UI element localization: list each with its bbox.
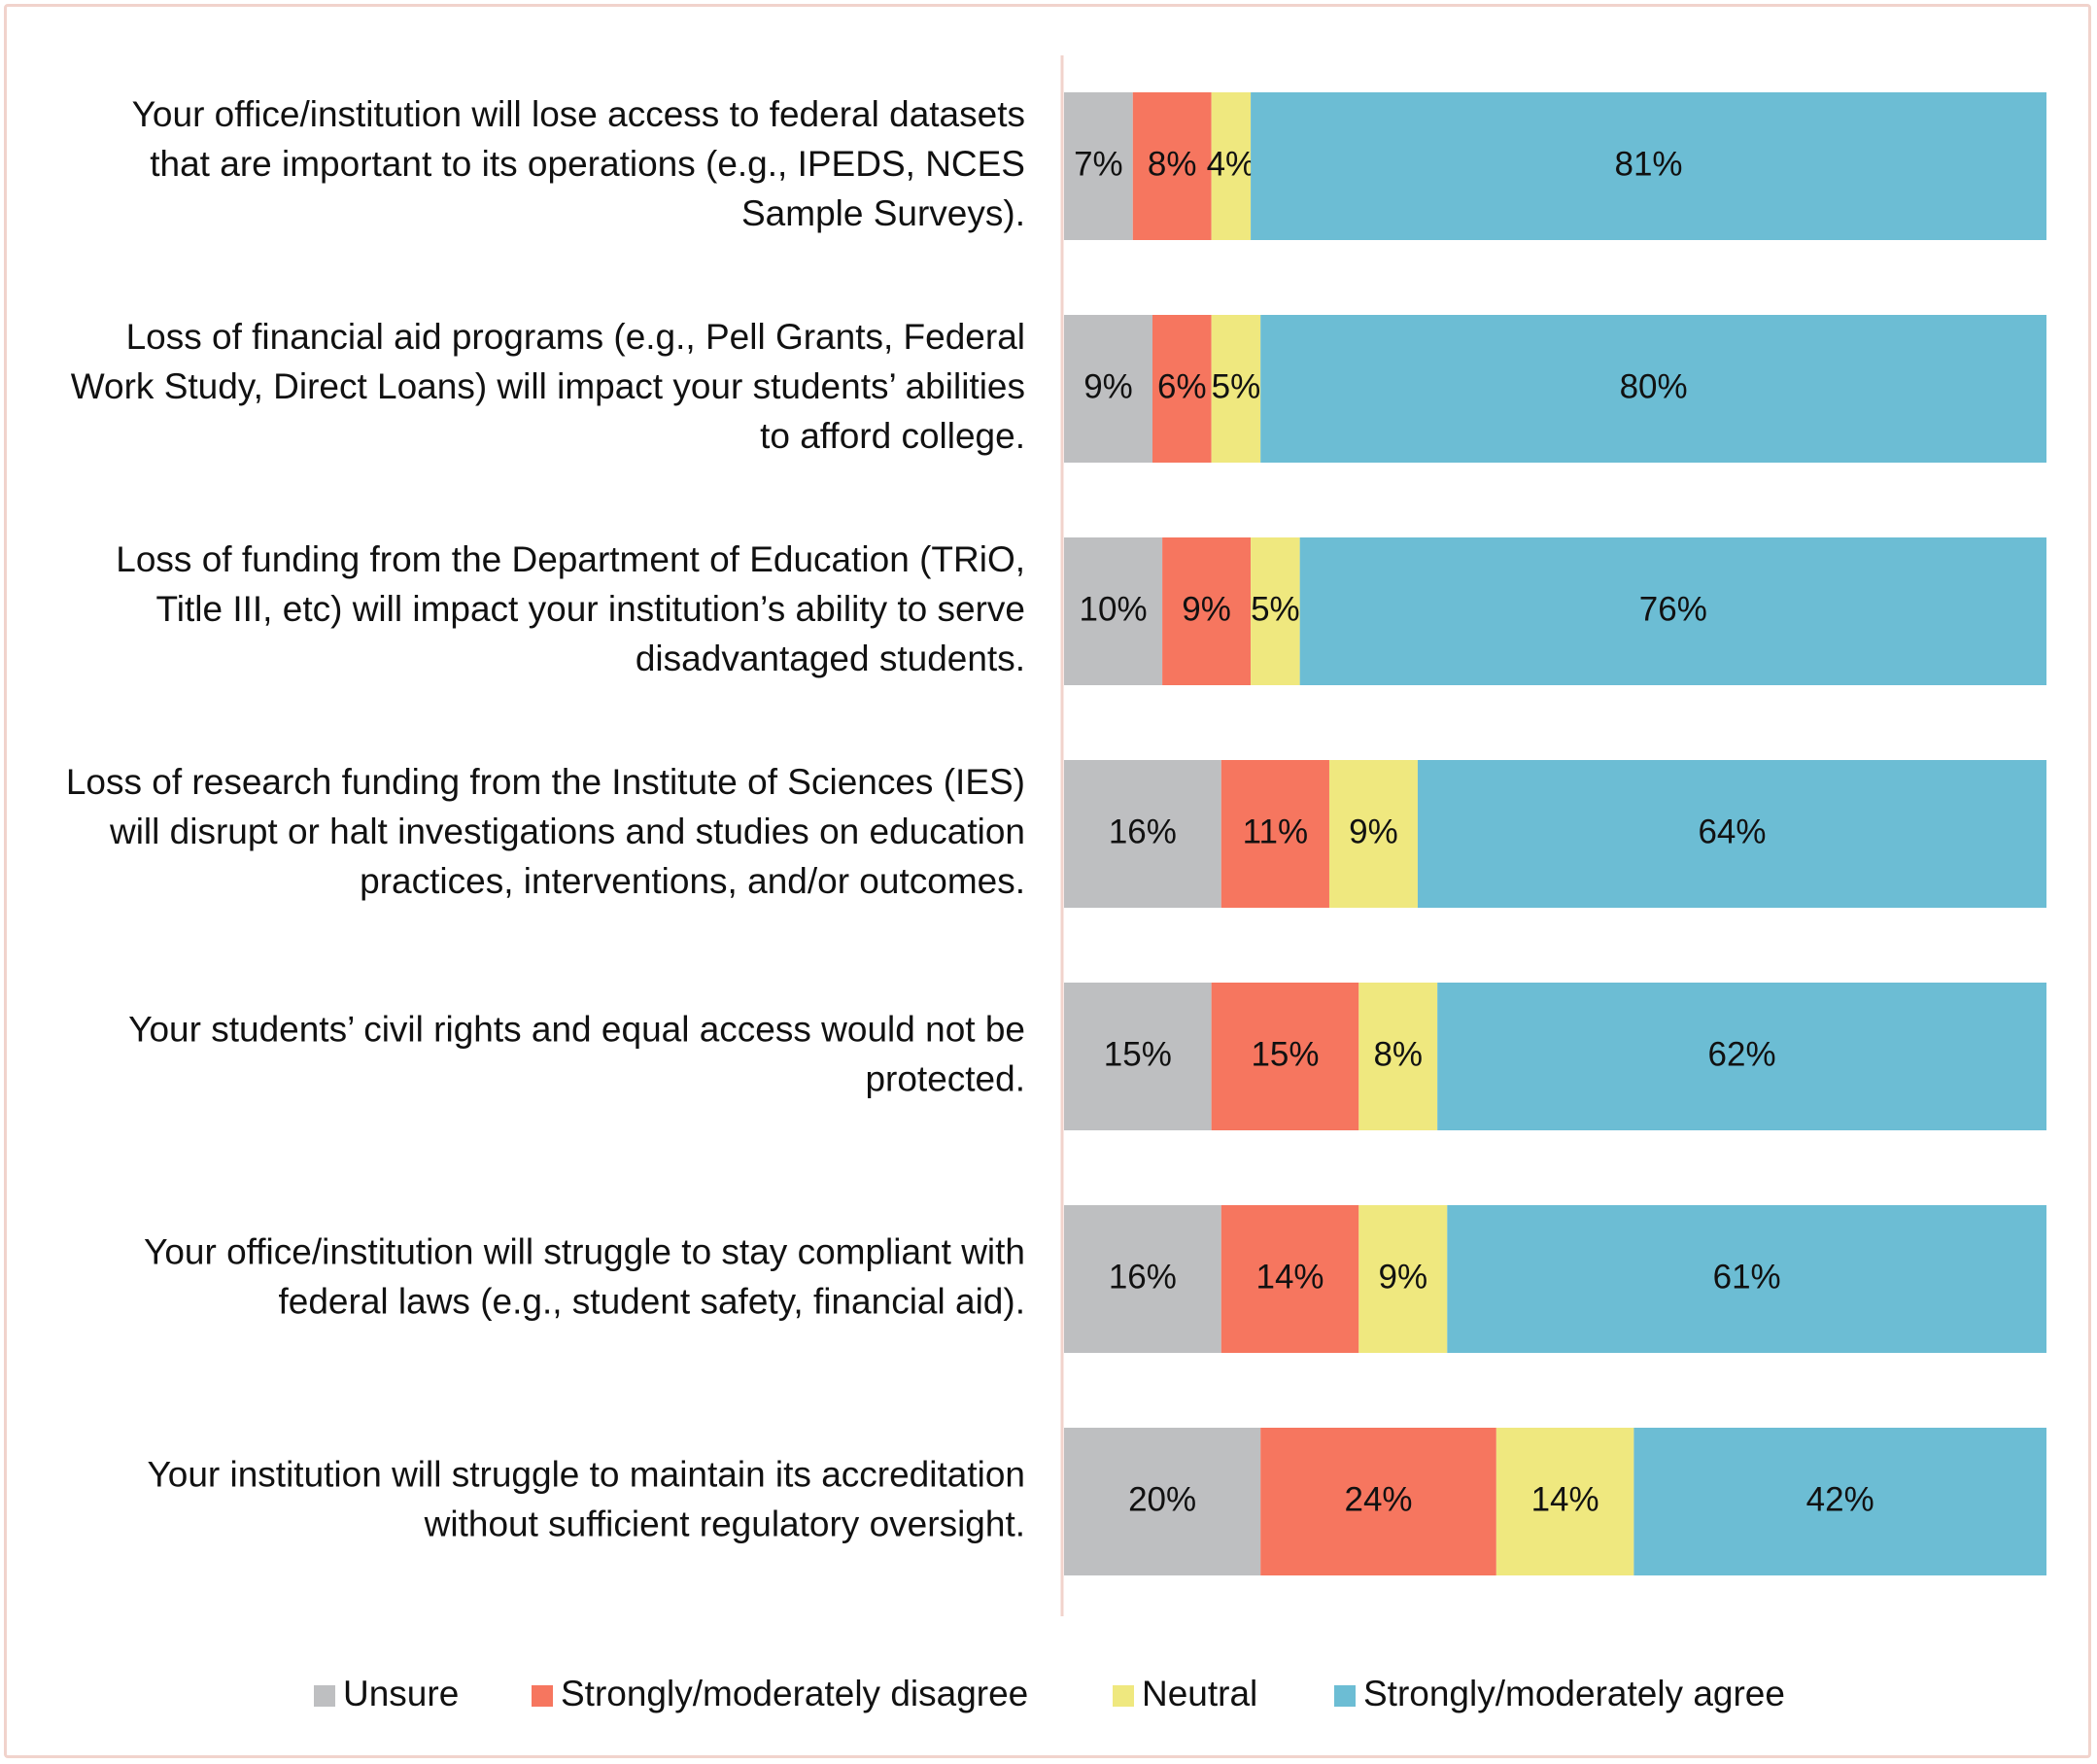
data-label-strongly-moderately-agree: 64% <box>1698 813 1766 850</box>
data-label-unsure: 16% <box>1109 813 1177 850</box>
data-label-strongly-moderately-agree: 80% <box>1620 367 1688 405</box>
category-label-line: Your students’ civil rights and equal ac… <box>128 1009 1025 1049</box>
category-label-line: Loss of financial aid programs (e.g., Pe… <box>126 317 1025 357</box>
data-label-unsure: 9% <box>1083 367 1133 405</box>
bar-segment-unsure <box>1064 92 1133 240</box>
data-label-neutral: 5% <box>1212 367 1261 405</box>
category-label: Loss of research funding from the Instit… <box>66 762 1025 901</box>
category-label-line: federal laws (e.g., student safety, fina… <box>279 1281 1026 1321</box>
data-label-neutral: 4% <box>1207 145 1256 183</box>
data-label-strongly-moderately-disagree: 24% <box>1344 1480 1412 1518</box>
data-label-unsure: 10% <box>1080 590 1148 628</box>
category-label: Your office/institution will lose access… <box>132 94 1025 233</box>
bar-segment-unsure <box>1064 315 1152 463</box>
data-label-strongly-moderately-agree: 42% <box>1806 1480 1874 1518</box>
data-label-unsure: 15% <box>1104 1035 1172 1073</box>
category-label-line: Loss of research funding from the Instit… <box>66 762 1025 802</box>
category-label-line: Loss of funding from the Department of E… <box>116 539 1025 579</box>
category-label-line: practices, interventions, and/or outcome… <box>360 861 1025 901</box>
bar-segment-unsure <box>1064 537 1163 685</box>
category-label-line: Sample Surveys). <box>741 193 1025 233</box>
legend-swatch-neutral <box>1113 1685 1134 1707</box>
bar-segment-neutral <box>1328 760 1418 908</box>
bar-segment-neutral <box>1358 1205 1448 1353</box>
bar-segment-neutral <box>1211 315 1261 463</box>
bar-segment-strongly-moderately-agree <box>1417 760 2046 908</box>
bar-segment-strongly-moderately-agree <box>1299 537 2046 685</box>
legend-label-strongly-moderately-disagree: Strongly/moderately disagree <box>561 1674 1028 1713</box>
bar-segment-strongly-moderately-disagree <box>1132 92 1212 240</box>
legend-swatch-unsure <box>314 1685 335 1707</box>
data-label-neutral: 5% <box>1251 590 1300 628</box>
data-label-strongly-moderately-disagree: 15% <box>1251 1035 1319 1073</box>
category-label-line: Work Study, Direct Loans) will impact yo… <box>71 366 1025 406</box>
data-label-unsure: 20% <box>1128 1480 1196 1518</box>
bar-segment-unsure <box>1064 983 1212 1130</box>
data-label-strongly-moderately-agree: 81% <box>1615 145 1683 183</box>
data-label-strongly-moderately-disagree: 9% <box>1182 590 1231 628</box>
bar-segment-strongly-moderately-agree <box>1437 983 2046 1130</box>
bar-segment-strongly-moderately-disagree <box>1220 760 1329 908</box>
bar-segment-strongly-moderately-agree <box>1251 92 2046 240</box>
bar-segment-neutral <box>1358 983 1438 1130</box>
chart-frame: Your office/institution will lose access… <box>4 4 2091 1758</box>
data-label-strongly-moderately-agree: 62% <box>1708 1035 1776 1073</box>
data-label-strongly-moderately-disagree: 11% <box>1243 813 1308 850</box>
category-label-line: Your office/institution will struggle to… <box>144 1231 1025 1271</box>
bar-segment-unsure <box>1064 1428 1261 1575</box>
bar-segment-strongly-moderately-agree <box>1447 1205 2046 1353</box>
legend-label-unsure: Unsure <box>343 1674 459 1713</box>
category-label: Your institution will struggle to mainta… <box>147 1454 1025 1543</box>
bar-segment-strongly-moderately-disagree <box>1152 315 1212 463</box>
data-label-strongly-moderately-disagree: 14% <box>1255 1258 1324 1296</box>
data-label-neutral: 8% <box>1373 1035 1423 1073</box>
data-label-unsure: 16% <box>1109 1258 1177 1296</box>
bar-segment-strongly-moderately-agree <box>1633 1428 2046 1575</box>
bar-segment-neutral <box>1211 92 1252 240</box>
data-label-strongly-moderately-agree: 76% <box>1639 590 1707 628</box>
data-label-strongly-moderately-disagree: 8% <box>1148 145 1197 183</box>
category-label: Your students’ civil rights and equal ac… <box>128 1009 1025 1098</box>
category-label-line: Your office/institution will lose access… <box>132 94 1025 134</box>
bar-segment-strongly-moderately-disagree <box>1211 983 1359 1130</box>
category-label-line: that are important to its operations (e.… <box>150 144 1025 184</box>
legend-swatch-strongly-moderately-agree <box>1334 1685 1356 1707</box>
bar-segment-strongly-moderately-agree <box>1260 315 2046 463</box>
bar-segment-unsure <box>1064 760 1221 908</box>
category-label-line: disadvantaged students. <box>636 639 1025 678</box>
stacked-bar-chart: Your office/institution will lose access… <box>66 55 2046 1713</box>
bar-segment-strongly-moderately-disagree <box>1220 1205 1359 1353</box>
bar-segment-neutral <box>1251 537 1300 685</box>
bar-segment-unsure <box>1064 1205 1221 1353</box>
data-label-strongly-moderately-agree: 61% <box>1713 1258 1781 1296</box>
category-label: Your office/institution will struggle to… <box>144 1231 1025 1321</box>
category-label-line: will disrupt or halt investigations and … <box>109 812 1025 851</box>
category-label-line: protected. <box>865 1058 1025 1098</box>
data-label-neutral: 9% <box>1378 1258 1427 1296</box>
category-label: Loss of financial aid programs (e.g., Pe… <box>71 317 1025 456</box>
data-label-unsure: 7% <box>1074 145 1123 183</box>
legend-label-neutral: Neutral <box>1142 1674 1257 1713</box>
legend-label-strongly-moderately-agree: Strongly/moderately agree <box>1363 1674 1785 1713</box>
bar-segment-neutral <box>1495 1428 1634 1575</box>
category-label-line: to afford college. <box>760 416 1025 456</box>
category-label-line: Title III, etc) will impact your institu… <box>156 589 1025 629</box>
data-label-neutral: 14% <box>1531 1480 1599 1518</box>
bar-segment-strongly-moderately-disagree <box>1162 537 1252 685</box>
category-label-line: without sufficient regulatory oversight. <box>424 1504 1025 1543</box>
data-label-neutral: 9% <box>1349 813 1398 850</box>
category-label-line: Your institution will struggle to mainta… <box>147 1454 1025 1494</box>
legend-swatch-strongly-moderately-disagree <box>532 1685 553 1707</box>
bar-segment-strongly-moderately-disagree <box>1260 1428 1496 1575</box>
data-label-strongly-moderately-disagree: 6% <box>1157 367 1207 405</box>
category-label: Loss of funding from the Department of E… <box>116 539 1025 678</box>
